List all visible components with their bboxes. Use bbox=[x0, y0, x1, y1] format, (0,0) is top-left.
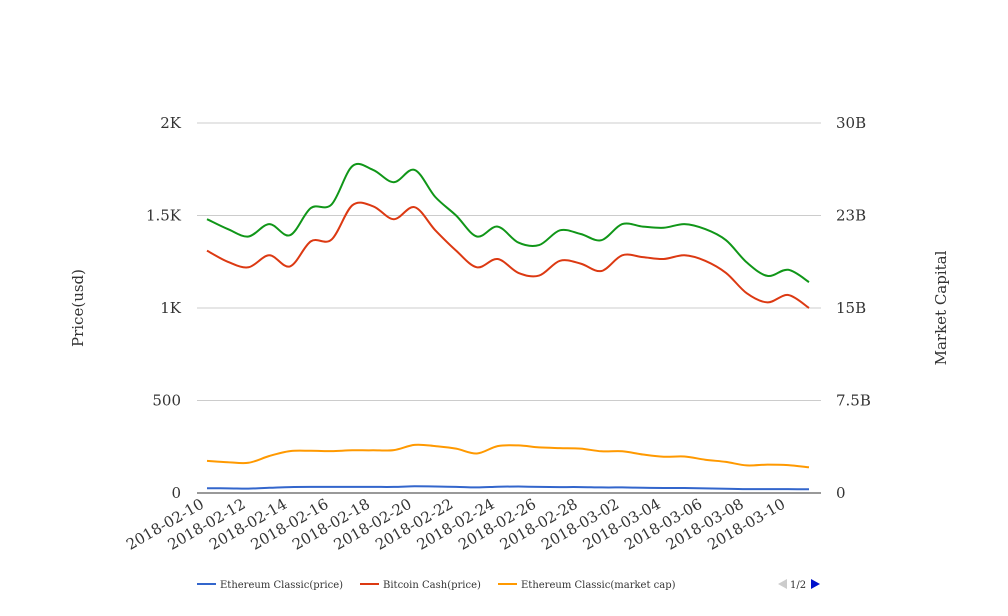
right-axis-title: Market Capital bbox=[932, 250, 950, 365]
legend-label: Bitcoin Cash(price) bbox=[383, 580, 481, 591]
series-line-bitcoin-cash-price bbox=[206, 201, 810, 309]
series-line-ethereum-classic-price bbox=[206, 485, 810, 491]
series-line-unlabeled-series bbox=[206, 162, 810, 283]
right-axis-ticks: 0 7.5B 15B 23B 30B bbox=[836, 114, 871, 502]
pager-text: 1/2 bbox=[790, 580, 806, 591]
x-axis-ticks: 2018-02-102018-02-122018-02-142018-02-16… bbox=[123, 495, 788, 554]
right-tick-label: 15B bbox=[836, 299, 866, 317]
right-tick-label: 7.5B bbox=[836, 392, 871, 410]
legend-item[interactable]: Bitcoin Cash(price) bbox=[360, 580, 481, 591]
left-tick-label: 1K bbox=[160, 299, 182, 317]
left-axis-ticks: 0 500 1K 1.5K 2K bbox=[146, 114, 182, 502]
right-tick-label: 0 bbox=[836, 484, 846, 502]
series-lines bbox=[206, 162, 810, 491]
pager-prev-icon[interactable] bbox=[778, 579, 787, 589]
grid-lines bbox=[197, 122, 821, 401]
legend-label: Ethereum Classic(market cap) bbox=[521, 580, 676, 591]
left-tick-label: 1.5K bbox=[146, 207, 182, 225]
legend: Ethereum Classic(price) Bitcoin Cash(pric… bbox=[197, 580, 676, 591]
legend-item[interactable]: Ethereum Classic(price) bbox=[197, 580, 343, 591]
right-tick-label: 30B bbox=[836, 114, 866, 132]
legend-label: Ethereum Classic(price) bbox=[220, 580, 343, 591]
pager-next-icon[interactable] bbox=[811, 579, 820, 589]
left-tick-label: 0 bbox=[171, 484, 181, 502]
right-tick-label: 23B bbox=[836, 207, 866, 225]
legend-item[interactable]: Ethereum Classic(market cap) bbox=[498, 580, 676, 591]
left-axis-title: Price(usd) bbox=[69, 269, 87, 347]
left-tick-label: 500 bbox=[152, 392, 181, 410]
legend-pager: 1/2 bbox=[778, 579, 820, 591]
series-line-ethereum-classic-market-cap bbox=[206, 443, 810, 469]
left-tick-label: 2K bbox=[160, 114, 182, 132]
